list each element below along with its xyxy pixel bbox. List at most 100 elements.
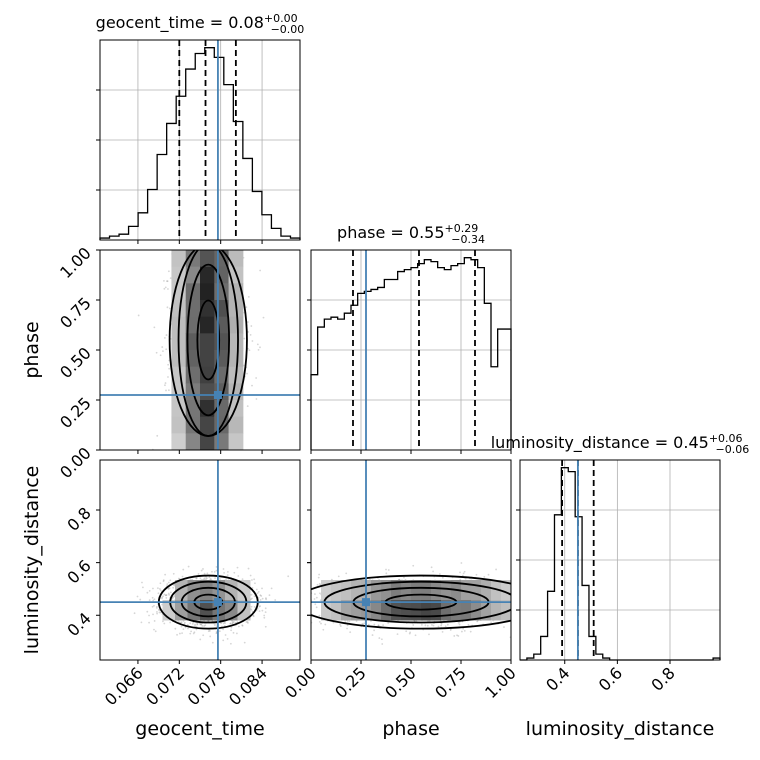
sample-point [223, 571, 225, 574]
sample-point [229, 622, 232, 625]
sample-point [231, 495, 233, 497]
sample-point [207, 630, 210, 633]
sample-point [518, 593, 520, 595]
sample-point [255, 588, 258, 591]
sample-point [211, 245, 213, 247]
sample-point [215, 566, 218, 568]
sample-point [158, 611, 161, 614]
sample-point [153, 326, 156, 329]
sample-point [179, 247, 181, 249]
sample-point [172, 586, 175, 589]
sample-point [157, 592, 160, 595]
sample-point [256, 343, 259, 346]
sample-point [279, 607, 281, 609]
sample-point [169, 591, 172, 594]
sample-point [540, 583, 542, 585]
sample-point [537, 608, 539, 610]
sample-point [227, 246, 229, 248]
sample-point [515, 571, 517, 573]
sample-point [223, 214, 225, 216]
sample-point [146, 610, 149, 613]
sample-point [173, 584, 176, 587]
sample-point [188, 247, 190, 249]
sample-point [250, 325, 253, 327]
sample-point [215, 632, 218, 634]
density-cell [171, 416, 187, 434]
sample-point [261, 587, 263, 590]
sample-point [171, 597, 174, 600]
sample-point [180, 453, 182, 455]
sample-point [193, 625, 196, 628]
sample-point [222, 568, 225, 570]
sample-point [260, 595, 263, 597]
sample-point [208, 576, 211, 579]
sample-point [205, 457, 207, 459]
sample-point [275, 609, 277, 611]
sample-point [209, 578, 212, 580]
sample-point [549, 603, 551, 605]
sample-point [251, 384, 253, 387]
density-cell [225, 580, 238, 601]
sample-point [314, 593, 316, 595]
sample-point [533, 596, 535, 598]
density-cell [214, 333, 230, 351]
sample-point [155, 605, 158, 608]
sample-point [247, 567, 250, 570]
sample-point [243, 337, 246, 340]
sample-point [535, 582, 537, 584]
sample-point [540, 589, 542, 591]
sample-point [307, 595, 309, 597]
sample-point [514, 603, 516, 605]
sample-point [247, 622, 249, 624]
sample-point [241, 578, 244, 581]
sample-point [199, 577, 202, 580]
sample-point [516, 585, 518, 587]
sample-point [176, 633, 178, 636]
density-cell [185, 350, 201, 368]
sample-point [247, 321, 249, 323]
sample-point [453, 635, 456, 637]
sample-point [211, 235, 213, 237]
sample-point [555, 595, 557, 597]
sample-point [525, 622, 527, 624]
sample-point [521, 585, 523, 587]
sample-point [306, 585, 308, 587]
sample-point [224, 245, 226, 247]
sample-point [246, 405, 249, 408]
sample-point [156, 587, 159, 590]
sample-point [187, 231, 189, 233]
sample-point [189, 622, 192, 625]
sample-point [191, 216, 193, 218]
sample-point [231, 620, 234, 623]
sample-point [258, 610, 261, 613]
sample-point [164, 286, 167, 289]
sample-point [533, 575, 535, 577]
sample-point [139, 598, 142, 601]
sample-point [213, 570, 216, 573]
sample-point [233, 467, 235, 469]
sample-point [526, 599, 528, 601]
sample-point [230, 626, 233, 629]
sample-point [203, 625, 206, 627]
sample-point [475, 573, 478, 576]
sample-point [195, 628, 198, 631]
sample-point [219, 462, 221, 464]
sample-point [514, 604, 516, 606]
sample-point [317, 576, 320, 579]
sample-point [258, 605, 261, 608]
sample-point [189, 578, 192, 581]
sample-point [533, 601, 535, 603]
density-cell [228, 333, 244, 351]
sample-point [254, 582, 256, 585]
sample-point [205, 578, 207, 581]
sample-point [214, 624, 216, 627]
sample-point [223, 489, 225, 491]
sample-point [558, 598, 560, 600]
sample-point [297, 588, 299, 590]
sample-point [522, 612, 524, 614]
sample-point [591, 597, 593, 599]
sample-point [152, 587, 154, 590]
density-cell [200, 383, 215, 401]
sample-point [526, 620, 528, 622]
sample-point [517, 593, 519, 595]
